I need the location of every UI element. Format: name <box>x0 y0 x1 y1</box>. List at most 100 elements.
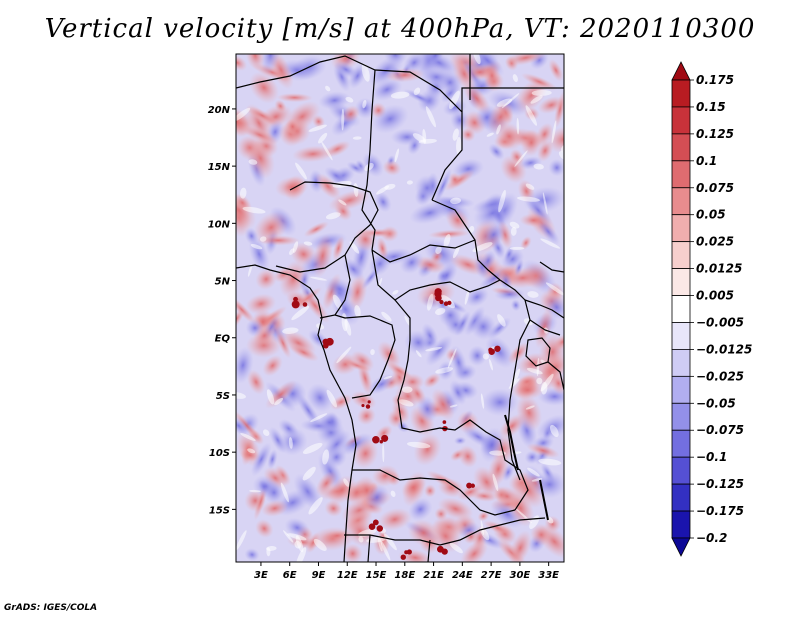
descent-patch <box>324 166 349 185</box>
ascent-patch <box>236 295 257 325</box>
descent-patch <box>396 420 410 433</box>
descent-patch <box>407 136 422 155</box>
border-namibia <box>367 534 431 562</box>
latitude-axis: 20N 15N 10N 5N EQ 5S 10S 15S <box>208 105 236 516</box>
descent-patch <box>480 221 507 249</box>
neutral-patch <box>322 449 330 465</box>
neutral-patch <box>488 358 493 371</box>
border-angola <box>352 469 516 516</box>
descent-patch <box>503 245 515 263</box>
neutral-patch <box>343 478 350 487</box>
neutral-patch <box>545 282 564 296</box>
neutral-patch <box>450 197 462 205</box>
neutral-patch <box>486 132 494 137</box>
ascent-patch <box>256 235 301 246</box>
descent-patch <box>371 104 409 134</box>
descent-patch <box>453 436 467 445</box>
strong-ascent-cell <box>381 434 389 442</box>
descent-patch <box>442 99 467 117</box>
colorbar-segment <box>671 160 691 189</box>
ascent-patch <box>521 72 558 91</box>
strong-ascent-cell <box>376 525 384 532</box>
neutral-patch <box>336 346 352 364</box>
neutral-patch <box>527 291 539 298</box>
colorbar-segment <box>671 456 691 485</box>
border-uganda-kenya <box>524 299 564 336</box>
neutral-patch <box>236 107 251 122</box>
descent-patch <box>510 299 521 312</box>
neutral-patch <box>415 350 422 358</box>
neutral-patch <box>530 95 543 104</box>
grads-credit: GrADS: IGES/COLA <box>4 603 98 613</box>
neutral-patch <box>449 404 458 408</box>
strong-ascent-cell <box>494 345 501 352</box>
neutral-patch <box>435 367 453 374</box>
neutral-patch <box>514 150 528 167</box>
ascent-patch <box>457 445 478 468</box>
lon-tick-label: 3E <box>254 570 268 581</box>
neutral-patch <box>480 393 485 409</box>
ascent-patch <box>509 148 525 166</box>
neutral-patch <box>247 448 256 454</box>
neutral-patch <box>236 391 246 399</box>
ascent-patch <box>341 105 361 123</box>
neutral-patch <box>425 106 436 128</box>
neutral-patch <box>250 244 263 250</box>
descent-patch <box>263 480 285 505</box>
border-east <box>499 279 531 481</box>
descent-patch <box>470 313 497 341</box>
border-car <box>371 239 501 301</box>
neutral-patch <box>549 424 559 438</box>
ascent-patch <box>507 342 530 364</box>
descent-patch <box>293 473 323 510</box>
neutral-patch <box>452 246 460 259</box>
ascent-patch <box>245 293 277 315</box>
neutral-patch <box>318 132 328 144</box>
neutral-patch <box>325 212 341 220</box>
colorbar-label: 0.025 <box>696 235 734 249</box>
descent-patch <box>485 335 514 369</box>
lat-tick-label: 15N <box>208 162 231 173</box>
neutral-patch <box>527 467 540 477</box>
strong-ascent-cell <box>379 440 384 444</box>
neutral-patch <box>321 141 333 161</box>
neutral-patch <box>325 85 331 92</box>
strong-ascent-cell <box>435 294 442 302</box>
descent-patch <box>548 158 564 177</box>
descent-patch <box>299 268 310 291</box>
descent-patch <box>284 517 310 538</box>
neutral-patch <box>538 458 562 466</box>
descent-patch <box>404 330 433 356</box>
ascent-patch <box>253 324 276 347</box>
ascent-patch <box>382 160 402 176</box>
neutral-patch <box>401 386 413 393</box>
neutral-patch <box>242 206 266 214</box>
neutral-patch <box>531 478 543 482</box>
colorbar-segment <box>671 241 691 269</box>
neutral-patch <box>236 530 247 551</box>
neutral-patch <box>449 90 460 110</box>
ascent-patch <box>377 508 412 531</box>
descent-patch <box>236 416 248 436</box>
ascent-patch <box>255 519 274 538</box>
ascent-patch <box>274 99 287 113</box>
descent-patch <box>322 429 351 459</box>
descent-patch <box>414 174 440 201</box>
strong-ascent-cell <box>293 296 298 302</box>
neutral-patch <box>370 349 375 356</box>
colorbar-segment <box>671 187 691 216</box>
lake-malawi <box>539 479 549 521</box>
descent-patch <box>403 88 436 106</box>
ascent-patch <box>413 433 442 466</box>
neutral-patch <box>308 124 327 132</box>
strong-ascent-cell <box>365 404 371 409</box>
colorbar-top-arrow <box>671 61 691 81</box>
colorbar-label: 0.1 <box>696 154 717 168</box>
strong-ascent-cell <box>466 482 473 489</box>
descent-patch <box>425 335 453 366</box>
ascent-patch <box>448 172 462 187</box>
colorbar-label: −0.025 <box>696 369 744 383</box>
ascent-patch <box>401 476 426 499</box>
neutral-patch <box>541 382 548 395</box>
neutral-patch <box>452 128 459 141</box>
